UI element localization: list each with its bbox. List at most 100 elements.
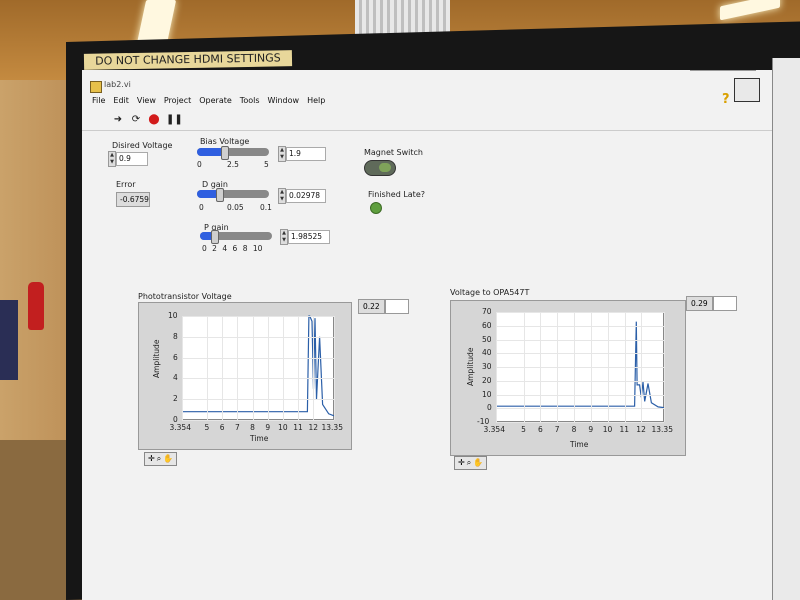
desired-voltage-value[interactable]: 0.9	[116, 152, 148, 166]
graph2-ytick: -10	[477, 417, 490, 426]
graph2-gridline	[496, 353, 664, 355]
menu-tools[interactable]: Tools	[239, 96, 260, 105]
graph2-gridline	[523, 312, 525, 422]
graph2-palette[interactable]: ✛ ⌕ ✋	[454, 456, 488, 470]
graph2-plot-legend[interactable]: 0.29	[686, 295, 737, 311]
run-continuous-icon[interactable]: ⟳	[131, 114, 141, 125]
fire-extinguisher	[28, 282, 44, 330]
graph2-xtick: 12	[636, 425, 646, 434]
graph2-gridline	[624, 312, 626, 422]
graph2-gridline	[496, 422, 664, 423]
toolbar: ➜ ⟳ ⬤ ❚❚	[112, 114, 183, 128]
menu-view[interactable]: View	[136, 96, 156, 105]
graph2-gridline	[496, 312, 664, 313]
graph2-gridline	[496, 325, 664, 327]
bias-voltage-label: Bias Voltage	[200, 137, 250, 146]
p-gain-thumb[interactable]	[211, 230, 220, 244]
pan-hand-icon[interactable]: ✋	[163, 454, 174, 463]
crosshair-icon[interactable]: ✛	[148, 454, 155, 463]
p-gain-tick-5: 10	[252, 244, 263, 253]
pan-hand-icon[interactable]: ✋	[473, 458, 484, 467]
graph2-ytick: 10	[482, 389, 492, 399]
crosshair-icon[interactable]: ✛	[458, 458, 465, 467]
d-gain-spinner[interactable]: ▲ ▼	[278, 188, 286, 204]
graph1-gridline	[182, 399, 334, 401]
graph2-xtick: 6	[537, 425, 543, 434]
pause-icon[interactable]: ❚❚	[166, 114, 183, 125]
magnet-switch[interactable]	[364, 160, 396, 176]
desired-voltage-spinner[interactable]: ▲ ▼	[108, 151, 116, 167]
run-arrow-icon[interactable]: ➜	[113, 114, 123, 125]
graph1-series-line	[182, 315, 335, 417]
graph1-xtick: 9	[265, 423, 271, 432]
graph2-xlabel: Time	[570, 440, 589, 449]
magnet-switch-knob	[379, 163, 391, 172]
graph2-gridline	[496, 339, 664, 341]
d-gain-slider[interactable]	[197, 188, 269, 202]
graph1-gridline	[252, 316, 254, 420]
menu-edit[interactable]: Edit	[113, 96, 129, 105]
toolbar-divider	[82, 130, 772, 131]
graph1-xtick: 12	[308, 423, 319, 432]
menu-operate[interactable]: Operate	[199, 96, 232, 105]
menu-project[interactable]: Project	[163, 96, 192, 105]
context-help-icon[interactable]: ?	[722, 92, 730, 107]
graph2-xtick: 13.35	[651, 425, 673, 434]
graph2-legend-value: 0.29	[686, 295, 713, 311]
graph2-xtick: 8	[571, 425, 577, 434]
p-gain-ticks: 0 2 4 6 8 10	[202, 244, 262, 253]
graph2-ytick: 20	[482, 375, 492, 385]
graph2-gridline	[496, 394, 664, 396]
graph1-gridline	[313, 316, 315, 420]
vi-icon	[734, 78, 760, 102]
p-gain-value[interactable]: 1.98525	[288, 230, 330, 244]
menu-window[interactable]: Window	[267, 96, 300, 105]
desired-voltage-control[interactable]: ▲ ▼ 0.9	[108, 151, 148, 167]
menu-file[interactable]: File	[92, 96, 106, 105]
bias-voltage-slider[interactable]	[197, 146, 269, 160]
graph1-gridline	[182, 336, 334, 338]
p-gain-control[interactable]: ▲ ▼ 1.98525	[280, 229, 330, 245]
graph2-legend-line-icon[interactable]	[712, 295, 737, 311]
bias-voltage-fill	[197, 148, 225, 156]
graph1-xtick: 8	[250, 423, 255, 432]
zoom-icon[interactable]: ⌕	[156, 454, 162, 463]
close-button[interactable]: ×	[734, 70, 756, 71]
p-gain-label: P gain	[204, 223, 229, 232]
graph1-palette[interactable]: ✛ ⌕ ✋	[144, 452, 178, 466]
graph2-gridline	[496, 367, 664, 368]
graph1-xlabel: Time	[250, 434, 269, 443]
graph2-xtick: 9	[588, 425, 594, 434]
bias-voltage-spinner[interactable]: ▲ ▼	[278, 146, 286, 162]
bias-voltage-control[interactable]: ▲ ▼ 1.9	[278, 146, 326, 162]
graph1-ytick: 6	[173, 352, 178, 362]
maximize-button[interactable]: □	[712, 70, 734, 71]
graph2-gridline	[641, 312, 643, 422]
p-gain-spinner[interactable]: ▲ ▼	[280, 229, 288, 245]
graph2-gridline	[496, 380, 664, 382]
magnet-switch-label: Magnet Switch	[364, 148, 424, 157]
p-gain-fill	[200, 232, 215, 240]
background-window-edge	[772, 58, 800, 600]
minimize-button[interactable]: –	[690, 70, 712, 71]
bias-voltage-tick-0: 0	[197, 160, 202, 169]
d-gain-control[interactable]: ▲ ▼ 0.02978	[278, 188, 326, 204]
graph2-gridline	[540, 312, 542, 422]
menu-help[interactable]: Help	[307, 96, 326, 105]
window-titlebar: lab2.vi	[82, 80, 772, 94]
d-gain-thumb[interactable]	[215, 188, 224, 202]
d-gain-value[interactable]: 0.02978	[286, 189, 326, 203]
d-gain-tick-2: 0.1	[260, 203, 272, 212]
bias-voltage-thumb[interactable]	[221, 146, 230, 160]
finished-late-led	[370, 202, 382, 214]
zoom-icon[interactable]: ⌕	[466, 458, 472, 467]
graph1-legend-line-icon[interactable]	[384, 298, 409, 314]
graph2-gridline	[590, 312, 592, 422]
graph1-gridline	[182, 316, 183, 420]
graph2-xtick: 10	[602, 425, 613, 434]
bias-voltage-value[interactable]: 1.9	[286, 147, 326, 161]
p-gain-slider[interactable]	[200, 230, 272, 244]
graph1-xtick: 6	[219, 423, 225, 432]
graph1-plot-legend[interactable]: 0.22	[358, 298, 409, 314]
abort-icon[interactable]: ⬤	[148, 114, 160, 125]
